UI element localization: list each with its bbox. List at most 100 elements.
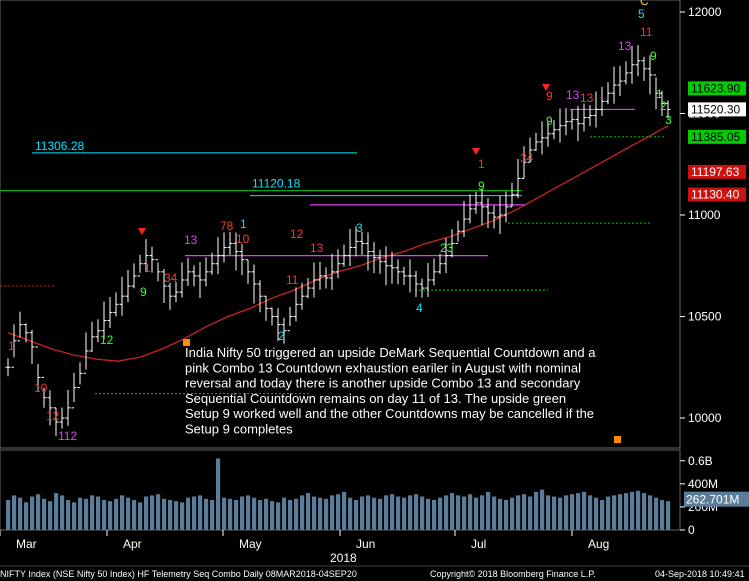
- signal-marker: 2: [660, 99, 667, 113]
- signal-marker: 23: [440, 241, 454, 255]
- volume-bar: [600, 500, 605, 530]
- footer-left: NIFTY Index (NSE Nifty 50 Index) HF Tele…: [0, 569, 357, 579]
- volume-bar: [660, 500, 665, 530]
- volume-bar: [372, 497, 377, 530]
- signal-marker: 10: [34, 381, 48, 395]
- sell-arrow: [472, 148, 480, 155]
- signal-marker: 13: [580, 91, 594, 105]
- volume-bar: [480, 495, 485, 530]
- x-tick-label: Apr: [123, 537, 142, 551]
- signal-marker: 1: [656, 87, 663, 101]
- signal-marker: 3: [356, 221, 363, 235]
- volume-bar: [288, 500, 293, 530]
- volume-bar: [384, 495, 389, 530]
- volume-bar: [222, 497, 227, 530]
- x-tick-label: May: [239, 537, 262, 551]
- volume-bar: [150, 495, 155, 530]
- volume-bar: [78, 497, 83, 530]
- x-tick-label: Aug: [588, 537, 609, 551]
- volume-bar: [450, 493, 455, 530]
- volume-bar: [462, 496, 467, 530]
- signal-marker: 2: [278, 329, 285, 343]
- price-tag-bg: [688, 102, 746, 117]
- volume-bar: [396, 496, 401, 530]
- year-label: 2018: [330, 551, 357, 565]
- sell-arrow: [542, 84, 550, 91]
- volume-bar: [546, 495, 551, 530]
- price-tag-bg: [688, 129, 746, 144]
- annotation-text: Sequential Countdown remains on day 11 o…: [185, 391, 566, 406]
- annotation-text: India Nifty 50 triggered an upside DeMar…: [185, 345, 596, 360]
- volume-bar: [378, 498, 383, 530]
- signal-marker: 5: [638, 7, 645, 21]
- volume-bar: [138, 502, 143, 530]
- volume-bar: [366, 495, 371, 530]
- volume-bar: [594, 497, 599, 530]
- signal-marker: 1: [8, 339, 15, 353]
- volume-bar: [438, 497, 443, 530]
- y-tick-label: 10000: [688, 411, 722, 425]
- volume-bar: [246, 495, 251, 530]
- volume-bar: [516, 495, 521, 530]
- volume-bar: [558, 497, 563, 530]
- volume-bar: [30, 496, 35, 530]
- volume-bar: [552, 496, 557, 530]
- volume-bar: [108, 501, 113, 530]
- volume-bar: [648, 495, 653, 530]
- signal-marker: 9: [650, 49, 657, 63]
- signal-marker: 1: [144, 261, 151, 275]
- volume-tick-label: 0: [688, 523, 695, 537]
- price-tag-bg: [688, 164, 746, 179]
- price-tag-label: 11385.05: [691, 130, 740, 144]
- volume-bar: [192, 496, 197, 530]
- signal-marker: 10: [236, 232, 250, 246]
- volume-bar: [126, 497, 131, 530]
- volume-bar: [414, 494, 419, 530]
- signal-marker: 9: [546, 89, 553, 103]
- volume-bar: [42, 498, 47, 530]
- signal-marker: 78: [220, 219, 234, 233]
- volume-bar: [636, 490, 641, 530]
- volume-bar: [90, 495, 95, 530]
- volume-bar: [60, 495, 65, 530]
- volume-bar: [270, 501, 275, 530]
- volume-bar: [204, 498, 209, 530]
- signal-marker: 12: [46, 409, 60, 423]
- volume-bar: [306, 493, 311, 530]
- volume-bar: [276, 502, 281, 530]
- volume-bar: [6, 500, 11, 530]
- signal-marker: 9: [140, 285, 147, 299]
- volume-bar: [120, 495, 125, 530]
- volume-bar: [102, 500, 107, 530]
- signal-marker: 34: [164, 271, 178, 285]
- price-tag-label: 11623.90: [691, 81, 740, 95]
- volume-bar: [318, 497, 323, 530]
- volume-bar: [492, 496, 497, 530]
- signal-marker: 13: [618, 39, 632, 53]
- signal-marker: 11: [286, 273, 299, 287]
- y-tick-label: 11000: [688, 208, 721, 222]
- volume-tick-label: 0.6B: [688, 454, 713, 468]
- volume-bar: [114, 498, 119, 530]
- volume-bar: [156, 494, 161, 530]
- volume-bar: [324, 498, 329, 530]
- volume-last-tag-bg: [684, 491, 749, 507]
- sell-arrow: [138, 228, 146, 235]
- volume-bar: [18, 497, 23, 530]
- volume-bar: [654, 497, 659, 530]
- volume-bar: [336, 494, 341, 530]
- volume-bar: [168, 500, 173, 530]
- volume-bar: [264, 498, 269, 530]
- volume-bar: [210, 500, 215, 530]
- footer-copyright: Copyright© 2018 Bloomberg Finance L.P.: [430, 569, 596, 579]
- volume-bar: [342, 491, 347, 530]
- level-label-11120: 11120.18: [252, 177, 301, 191]
- volume-bar: [54, 493, 59, 530]
- annotation-text: reversal and today there is another upsi…: [185, 376, 581, 391]
- signal-marker: 112: [58, 429, 77, 443]
- volume-bar: [84, 498, 89, 530]
- price-tag-bg: [688, 81, 746, 96]
- price-tag-label: 11520.30: [691, 102, 740, 116]
